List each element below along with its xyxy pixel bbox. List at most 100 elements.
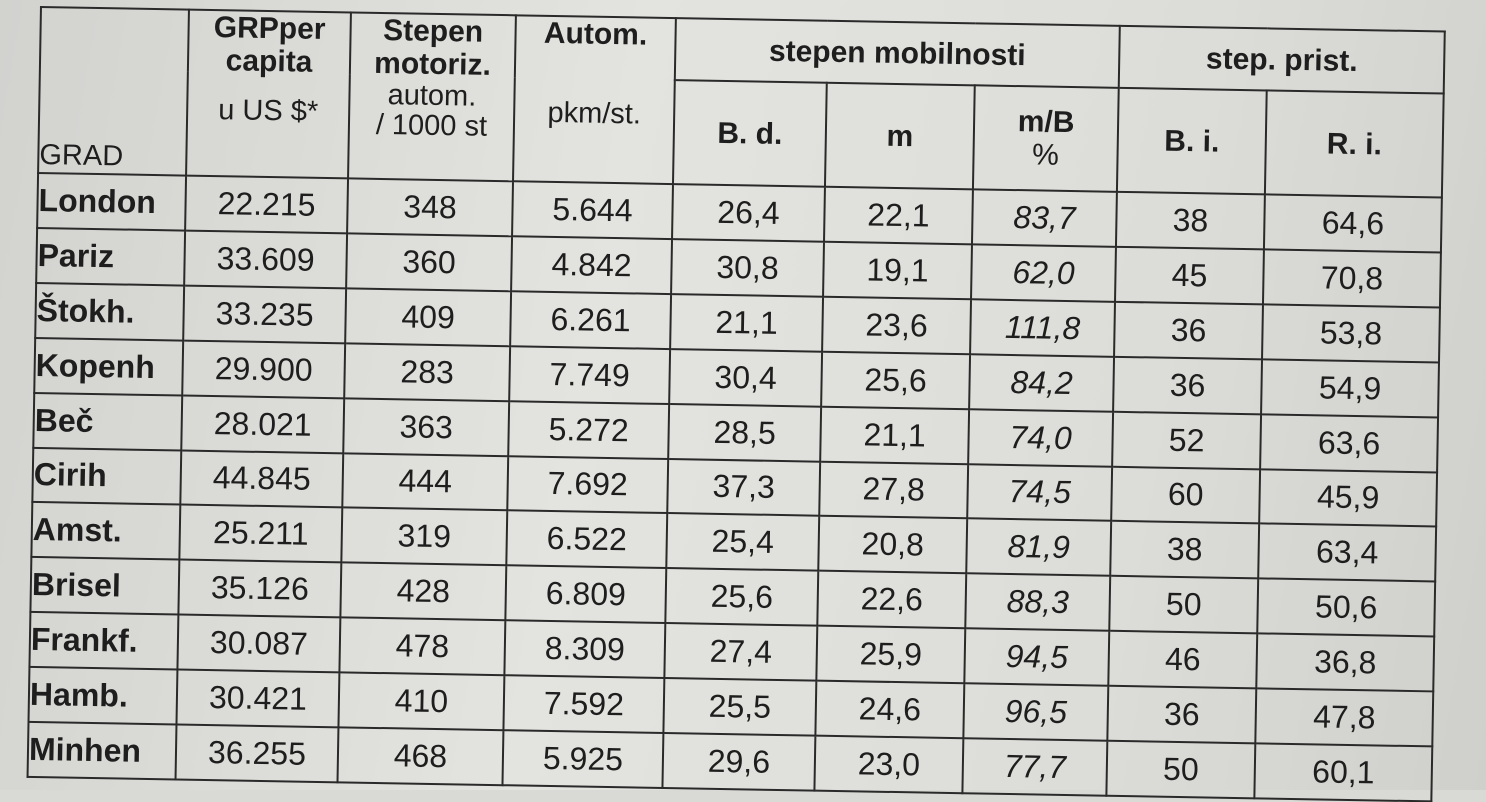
- cell-city: Amst.: [31, 502, 181, 560]
- cell-bd: 21,1: [670, 293, 824, 352]
- cell-autom: 7.749: [509, 345, 671, 404]
- cell-autom: 4.842: [511, 236, 673, 294]
- cell-autom: 5.272: [508, 400, 670, 459]
- cell-bd: 26,4: [672, 184, 825, 242]
- cell-bi: 36: [1114, 301, 1264, 360]
- cell-ri: 47,8: [1255, 688, 1434, 747]
- header-stepen-unit2: / 1000 st: [375, 108, 488, 143]
- cell-ri: 36,8: [1256, 633, 1435, 692]
- cell-bi: 45: [1115, 246, 1264, 305]
- header-autom-unit: pkm/st.: [547, 96, 642, 131]
- header-m: m: [824, 82, 975, 190]
- cell-city: London: [37, 172, 187, 231]
- cell-mb: 81,9: [966, 518, 1112, 577]
- header-stepen-motoriz: Stepen motoriz. autom. / 1000 st: [348, 12, 516, 182]
- cell-ri: 50,6: [1257, 578, 1436, 637]
- cell-grp: 33.235: [183, 285, 347, 344]
- cell-bd: 25,6: [665, 568, 819, 626]
- cell-mb: 83,7: [971, 189, 1117, 247]
- cell-bd: 30,8: [671, 238, 825, 297]
- cell-bi: 38: [1110, 521, 1260, 579]
- cell-city: Pariz: [36, 227, 186, 286]
- header-stepen-mobilnosti: stepen mobilnosti: [674, 18, 1120, 88]
- header-grp-line1: GRPper: [213, 11, 326, 46]
- cell-grp: 30.087: [177, 614, 341, 673]
- cell-m: 25,9: [816, 625, 966, 684]
- header-ri: R. i.: [1264, 90, 1444, 198]
- cell-m: 23,0: [814, 735, 964, 794]
- header-stepen-unit1: autom.: [387, 79, 477, 113]
- cell-grp: 30.421: [176, 669, 340, 728]
- cell-city: Štokh.: [35, 282, 185, 341]
- header-step-prist: step. prist.: [1118, 25, 1445, 94]
- cell-autom: 7.592: [503, 675, 665, 734]
- header-grad: GRAD: [38, 7, 189, 176]
- cell-bd: 25,4: [666, 513, 820, 572]
- cell-bd: 28,5: [668, 403, 822, 462]
- cell-m: 27,8: [819, 461, 969, 519]
- cell-ri: 54,9: [1261, 359, 1440, 418]
- header-mb: m/B %: [972, 85, 1119, 192]
- cell-m: 19,1: [823, 241, 972, 300]
- cell-bi: 60: [1111, 466, 1261, 524]
- cell-grp: 35.126: [178, 559, 342, 618]
- cell-autom: 6.522: [506, 510, 668, 569]
- cell-bi: 52: [1112, 411, 1262, 469]
- cell-bd: 30,4: [669, 348, 823, 407]
- cell-motoriz: 428: [340, 562, 507, 621]
- cell-city: Beč: [33, 392, 183, 451]
- cell-ri: 63,6: [1260, 413, 1439, 472]
- cell-bd: 37,3: [667, 458, 821, 517]
- cell-ri: 63,4: [1258, 523, 1437, 582]
- header-stepen-line1: Stepen: [382, 13, 484, 49]
- cell-motoriz: 444: [342, 452, 509, 511]
- cell-grp: 44.845: [180, 450, 344, 508]
- cell-bi: 36: [1113, 356, 1263, 414]
- table-body: London 22.215 348 5.644 26,4 22,1 83,7 38 64,6 Pa…: [27, 172, 1442, 802]
- cell-autom: 6.809: [505, 565, 667, 624]
- cell-mb: 94,5: [964, 628, 1110, 686]
- header-mb-line1: m/B: [1017, 105, 1075, 140]
- cell-mb: 74,5: [967, 463, 1113, 522]
- cell-mb: 77,7: [962, 738, 1108, 796]
- city-statistics-table: GRAD GRPper capita u US $* Stepen motori…: [27, 6, 1446, 802]
- cell-mb: 84,2: [969, 354, 1115, 412]
- cell-ri: 64,6: [1263, 194, 1442, 253]
- cell-mb: 111,8: [970, 299, 1116, 357]
- header-grp-unit: u US $*: [217, 94, 319, 128]
- cell-m: 22,6: [817, 571, 967, 629]
- cell-bi: 46: [1108, 631, 1258, 689]
- cell-motoriz: 409: [345, 288, 512, 346]
- cell-mb: 88,3: [965, 573, 1111, 632]
- cell-grp: 29.900: [182, 340, 346, 398]
- cell-autom: 5.644: [512, 181, 673, 239]
- cell-m: 23,6: [822, 296, 972, 355]
- cell-m: 22,1: [824, 186, 973, 245]
- header-bd: B. d.: [672, 80, 827, 187]
- cell-grp: 22.215: [185, 175, 349, 234]
- cell-ri: 70,8: [1263, 249, 1441, 308]
- cell-city: Brisel: [30, 557, 180, 615]
- cell-m: 24,6: [815, 680, 965, 739]
- cell-mb: 62,0: [971, 244, 1116, 302]
- cell-motoriz: 360: [346, 233, 513, 292]
- cell-ri: 60,1: [1254, 743, 1433, 802]
- cell-bd: 27,4: [664, 623, 818, 681]
- cell-grp: 36.255: [175, 724, 339, 783]
- header-autom: Autom. pkm/st.: [513, 15, 676, 185]
- header-mb-line2: %: [1031, 138, 1060, 172]
- cell-grp: 28.021: [181, 395, 345, 453]
- cell-ri: 53,8: [1262, 304, 1441, 363]
- header-grp: GRPper capita u US $*: [186, 9, 351, 179]
- header-bi: B. i.: [1116, 87, 1267, 195]
- cell-mb: 96,5: [963, 683, 1109, 741]
- cell-autom: 8.309: [504, 620, 666, 679]
- cell-autom: 5.925: [502, 730, 664, 788]
- cell-autom: 6.261: [510, 291, 672, 349]
- cell-ri: 45,9: [1259, 468, 1438, 527]
- cell-m: 21,1: [820, 406, 970, 464]
- cell-bi: 38: [1115, 191, 1265, 250]
- cell-motoriz: 319: [341, 507, 508, 566]
- cell-city: Hamb.: [28, 667, 178, 725]
